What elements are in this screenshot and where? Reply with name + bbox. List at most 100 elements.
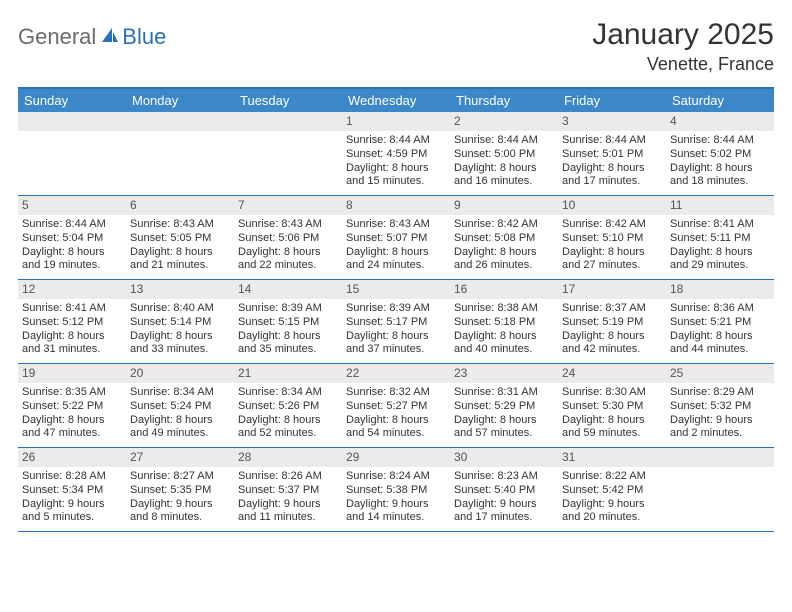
day-text: and 18 minutes. <box>670 175 770 189</box>
day-text: Daylight: 8 hours <box>670 246 770 260</box>
day-text: and 17 minutes. <box>562 175 662 189</box>
day-header: Saturday <box>666 89 774 112</box>
day-text: and 35 minutes. <box>238 343 338 357</box>
day-text: Daylight: 8 hours <box>130 246 230 260</box>
day-text: Sunset: 5:18 PM <box>454 316 554 330</box>
day-text: Sunset: 5:27 PM <box>346 400 446 414</box>
day-number: 29 <box>342 448 450 467</box>
day-text: Sunrise: 8:44 AM <box>562 134 662 148</box>
day-cell: 26Sunrise: 8:28 AMSunset: 5:34 PMDayligh… <box>18 448 126 531</box>
day-header: Tuesday <box>234 89 342 112</box>
day-text: and 33 minutes. <box>130 343 230 357</box>
day-number: 17 <box>558 280 666 299</box>
day-text: Sunset: 5:07 PM <box>346 232 446 246</box>
day-cell <box>666 448 774 531</box>
day-text: Sunset: 5:10 PM <box>562 232 662 246</box>
day-number: 25 <box>666 364 774 383</box>
day-cell: 5Sunrise: 8:44 AMSunset: 5:04 PMDaylight… <box>18 196 126 279</box>
day-number: 26 <box>18 448 126 467</box>
day-text: Daylight: 9 hours <box>454 498 554 512</box>
day-text: Sunrise: 8:42 AM <box>454 218 554 232</box>
day-number-empty <box>126 112 234 131</box>
day-text: Sunrise: 8:41 AM <box>670 218 770 232</box>
day-text: Sunset: 5:17 PM <box>346 316 446 330</box>
day-text: Sunset: 5:34 PM <box>22 484 122 498</box>
day-number: 27 <box>126 448 234 467</box>
day-text: Sunset: 5:29 PM <box>454 400 554 414</box>
day-text: and 16 minutes. <box>454 175 554 189</box>
day-cell: 20Sunrise: 8:34 AMSunset: 5:24 PMDayligh… <box>126 364 234 447</box>
logo-sail-icon <box>100 26 120 49</box>
day-text: Sunset: 5:08 PM <box>454 232 554 246</box>
day-text: and 20 minutes. <box>562 511 662 525</box>
day-text: Sunrise: 8:31 AM <box>454 386 554 400</box>
day-cell: 12Sunrise: 8:41 AMSunset: 5:12 PMDayligh… <box>18 280 126 363</box>
day-text: Daylight: 8 hours <box>22 330 122 344</box>
day-text: Sunrise: 8:39 AM <box>238 302 338 316</box>
day-cell: 13Sunrise: 8:40 AMSunset: 5:14 PMDayligh… <box>126 280 234 363</box>
day-text: Sunset: 5:06 PM <box>238 232 338 246</box>
day-cell: 22Sunrise: 8:32 AMSunset: 5:27 PMDayligh… <box>342 364 450 447</box>
day-text: Sunrise: 8:44 AM <box>670 134 770 148</box>
day-text: Daylight: 9 hours <box>130 498 230 512</box>
day-cell: 7Sunrise: 8:43 AMSunset: 5:06 PMDaylight… <box>234 196 342 279</box>
day-number: 5 <box>18 196 126 215</box>
day-text: Sunrise: 8:34 AM <box>130 386 230 400</box>
day-number: 8 <box>342 196 450 215</box>
day-text: and 52 minutes. <box>238 427 338 441</box>
month-title: January 2025 <box>592 18 774 52</box>
day-text: Sunrise: 8:38 AM <box>454 302 554 316</box>
day-text: Sunrise: 8:43 AM <box>130 218 230 232</box>
day-text: Daylight: 8 hours <box>562 246 662 260</box>
day-text: Daylight: 8 hours <box>562 162 662 176</box>
day-text: Sunrise: 8:22 AM <box>562 470 662 484</box>
day-text: Daylight: 8 hours <box>238 414 338 428</box>
day-cell: 8Sunrise: 8:43 AMSunset: 5:07 PMDaylight… <box>342 196 450 279</box>
day-text: Daylight: 8 hours <box>346 330 446 344</box>
day-cell: 17Sunrise: 8:37 AMSunset: 5:19 PMDayligh… <box>558 280 666 363</box>
logo-text-general: General <box>18 24 96 50</box>
week-row: 5Sunrise: 8:44 AMSunset: 5:04 PMDaylight… <box>18 196 774 280</box>
day-cell: 2Sunrise: 8:44 AMSunset: 5:00 PMDaylight… <box>450 112 558 195</box>
day-header-row: SundayMondayTuesdayWednesdayThursdayFrid… <box>18 89 774 112</box>
day-cell: 21Sunrise: 8:34 AMSunset: 5:26 PMDayligh… <box>234 364 342 447</box>
day-cell: 15Sunrise: 8:39 AMSunset: 5:17 PMDayligh… <box>342 280 450 363</box>
day-cell: 30Sunrise: 8:23 AMSunset: 5:40 PMDayligh… <box>450 448 558 531</box>
day-number: 22 <box>342 364 450 383</box>
day-text: Sunrise: 8:23 AM <box>454 470 554 484</box>
day-text: Sunset: 5:21 PM <box>670 316 770 330</box>
day-cell: 6Sunrise: 8:43 AMSunset: 5:05 PMDaylight… <box>126 196 234 279</box>
day-text: and 29 minutes. <box>670 259 770 273</box>
day-text: Sunrise: 8:43 AM <box>346 218 446 232</box>
day-cell: 3Sunrise: 8:44 AMSunset: 5:01 PMDaylight… <box>558 112 666 195</box>
day-text: Sunrise: 8:29 AM <box>670 386 770 400</box>
day-header: Wednesday <box>342 89 450 112</box>
day-text: Sunrise: 8:44 AM <box>346 134 446 148</box>
day-text: Sunset: 5:05 PM <box>130 232 230 246</box>
day-text: Daylight: 9 hours <box>238 498 338 512</box>
day-number: 2 <box>450 112 558 131</box>
day-text: and 15 minutes. <box>346 175 446 189</box>
day-cell: 9Sunrise: 8:42 AMSunset: 5:08 PMDaylight… <box>450 196 558 279</box>
calendar: SundayMondayTuesdayWednesdayThursdayFrid… <box>18 87 774 532</box>
week-row: 1Sunrise: 8:44 AMSunset: 4:59 PMDaylight… <box>18 112 774 196</box>
day-number-empty <box>234 112 342 131</box>
day-text: and 26 minutes. <box>454 259 554 273</box>
day-text: Sunrise: 8:41 AM <box>22 302 122 316</box>
day-number-empty <box>666 448 774 467</box>
day-text: Daylight: 8 hours <box>130 414 230 428</box>
day-header: Monday <box>126 89 234 112</box>
day-number: 21 <box>234 364 342 383</box>
day-text: and 11 minutes. <box>238 511 338 525</box>
day-cell: 18Sunrise: 8:36 AMSunset: 5:21 PMDayligh… <box>666 280 774 363</box>
day-cell: 19Sunrise: 8:35 AMSunset: 5:22 PMDayligh… <box>18 364 126 447</box>
day-text: and 5 minutes. <box>22 511 122 525</box>
day-text: and 42 minutes. <box>562 343 662 357</box>
day-number: 12 <box>18 280 126 299</box>
day-text: and 37 minutes. <box>346 343 446 357</box>
day-text: Sunset: 5:40 PM <box>454 484 554 498</box>
day-text: Daylight: 9 hours <box>670 414 770 428</box>
day-text: Sunrise: 8:42 AM <box>562 218 662 232</box>
day-cell: 16Sunrise: 8:38 AMSunset: 5:18 PMDayligh… <box>450 280 558 363</box>
day-text: and 40 minutes. <box>454 343 554 357</box>
